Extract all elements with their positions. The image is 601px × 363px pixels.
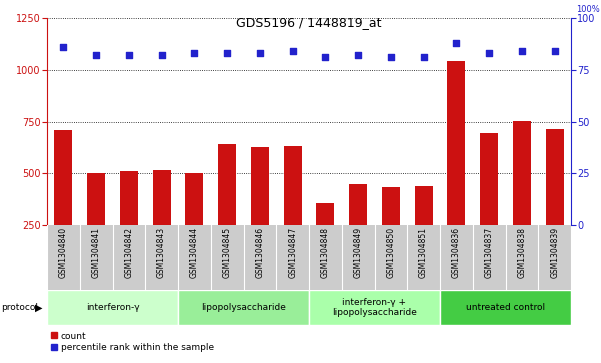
Legend: count, percentile rank within the sample: count, percentile rank within the sample — [52, 331, 214, 352]
Point — [288, 48, 297, 54]
Text: interferon-γ +
lipopolysaccharide: interferon-γ + lipopolysaccharide — [332, 298, 417, 317]
Point — [517, 48, 526, 54]
Text: lipopolysaccharide: lipopolysaccharide — [201, 303, 286, 312]
Bar — [440, 290, 571, 325]
Bar — [480, 133, 498, 225]
Text: GSM1304841: GSM1304841 — [91, 227, 100, 278]
Bar — [415, 185, 433, 225]
Text: 100%: 100% — [576, 5, 600, 14]
Text: interferon-γ: interferon-γ — [86, 303, 139, 312]
Text: GSM1304836: GSM1304836 — [452, 227, 461, 278]
Point — [91, 52, 101, 58]
Text: GSM1304848: GSM1304848 — [321, 227, 330, 278]
Text: GSM1304837: GSM1304837 — [484, 227, 493, 278]
Point — [124, 52, 133, 58]
Bar — [120, 171, 138, 225]
Point — [320, 54, 330, 60]
Text: GSM1304846: GSM1304846 — [255, 227, 264, 278]
Bar — [185, 173, 203, 225]
Bar — [309, 290, 440, 325]
Text: GSM1304845: GSM1304845 — [222, 227, 231, 278]
Text: GSM1304851: GSM1304851 — [419, 227, 428, 278]
Point — [419, 54, 429, 60]
Bar — [87, 173, 105, 225]
Point — [189, 50, 199, 56]
Point — [484, 50, 494, 56]
Point — [222, 50, 232, 56]
Text: GSM1304838: GSM1304838 — [517, 227, 526, 278]
Point — [386, 54, 395, 60]
Bar — [153, 170, 171, 225]
Bar — [284, 146, 302, 225]
Bar — [513, 122, 531, 225]
Text: GSM1304843: GSM1304843 — [157, 227, 166, 278]
Text: GSM1304839: GSM1304839 — [550, 227, 559, 278]
Text: ▶: ▶ — [35, 302, 42, 313]
Bar — [47, 290, 178, 325]
Text: GSM1304842: GSM1304842 — [124, 227, 133, 278]
Point — [157, 52, 166, 58]
Bar — [546, 129, 564, 225]
Bar — [382, 187, 400, 225]
Bar — [349, 184, 367, 225]
Text: GSM1304844: GSM1304844 — [190, 227, 199, 278]
Text: GSM1304849: GSM1304849 — [353, 227, 362, 278]
Bar — [447, 61, 465, 225]
Text: GDS5196 / 1448819_at: GDS5196 / 1448819_at — [236, 16, 382, 29]
Text: GSM1304850: GSM1304850 — [386, 227, 395, 278]
Text: protocol: protocol — [1, 303, 38, 312]
Point — [255, 50, 264, 56]
Text: GSM1304840: GSM1304840 — [59, 227, 68, 278]
Point — [353, 52, 363, 58]
Text: untreated control: untreated control — [466, 303, 545, 312]
Bar — [178, 290, 309, 325]
Text: GSM1304847: GSM1304847 — [288, 227, 297, 278]
Bar — [218, 144, 236, 225]
Point — [58, 44, 68, 50]
Point — [451, 40, 461, 46]
Bar — [251, 147, 269, 225]
Point — [550, 48, 560, 54]
Bar — [316, 203, 334, 225]
Bar — [54, 130, 72, 225]
